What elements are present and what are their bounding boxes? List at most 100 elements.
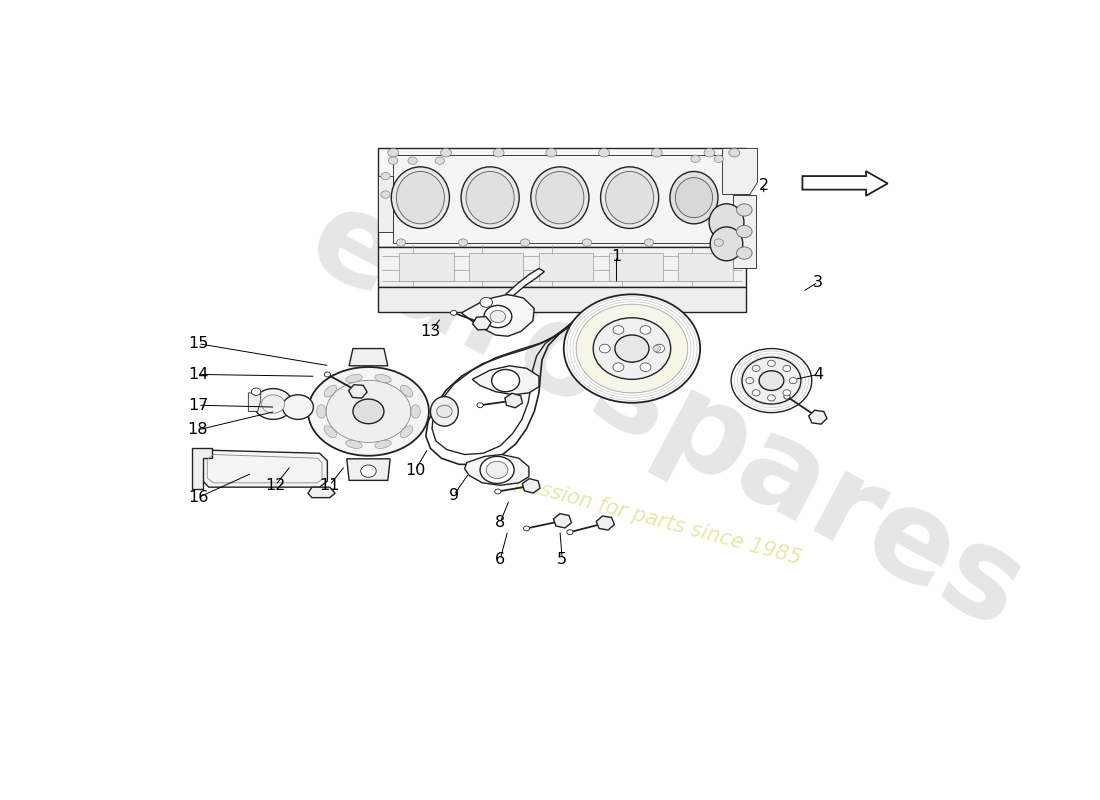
Circle shape [436, 157, 444, 164]
FancyBboxPatch shape [399, 253, 453, 281]
Circle shape [790, 378, 798, 384]
Ellipse shape [531, 167, 588, 229]
Circle shape [262, 394, 285, 414]
Text: 8: 8 [495, 514, 505, 530]
Circle shape [492, 370, 519, 392]
Polygon shape [377, 148, 746, 247]
Ellipse shape [308, 367, 429, 456]
Ellipse shape [392, 167, 450, 229]
Circle shape [759, 370, 784, 390]
Circle shape [283, 394, 313, 419]
Circle shape [613, 326, 624, 334]
Polygon shape [553, 514, 572, 528]
Text: 1: 1 [612, 249, 621, 264]
Ellipse shape [461, 167, 519, 229]
Ellipse shape [345, 440, 362, 448]
Circle shape [437, 406, 452, 418]
Circle shape [600, 344, 610, 353]
Text: 10: 10 [405, 463, 425, 478]
Polygon shape [472, 366, 539, 394]
Circle shape [598, 148, 609, 157]
Circle shape [546, 148, 557, 157]
Text: 5: 5 [557, 552, 568, 566]
Circle shape [784, 394, 790, 399]
Circle shape [254, 389, 293, 419]
Circle shape [691, 155, 701, 162]
Polygon shape [349, 385, 367, 398]
Text: a passion for parts since 1985: a passion for parts since 1985 [494, 467, 804, 568]
Circle shape [480, 456, 514, 483]
Polygon shape [522, 478, 540, 493]
Circle shape [563, 294, 701, 402]
Ellipse shape [601, 167, 659, 229]
Polygon shape [506, 269, 544, 295]
Ellipse shape [606, 171, 653, 224]
Polygon shape [394, 154, 735, 242]
Ellipse shape [396, 171, 444, 224]
Circle shape [451, 310, 456, 315]
FancyBboxPatch shape [539, 253, 593, 281]
FancyBboxPatch shape [470, 253, 524, 281]
Polygon shape [808, 410, 827, 424]
Circle shape [768, 360, 776, 366]
Ellipse shape [466, 171, 514, 224]
Circle shape [615, 335, 649, 362]
Circle shape [388, 148, 398, 157]
Circle shape [645, 239, 653, 246]
Polygon shape [191, 448, 212, 489]
Circle shape [653, 346, 661, 352]
Circle shape [353, 399, 384, 424]
Circle shape [459, 239, 468, 246]
Circle shape [613, 363, 624, 371]
Circle shape [381, 191, 390, 198]
Circle shape [477, 402, 483, 408]
Polygon shape [377, 287, 746, 311]
Polygon shape [308, 487, 336, 498]
Ellipse shape [711, 227, 742, 261]
Polygon shape [802, 171, 888, 196]
Polygon shape [462, 294, 535, 336]
Circle shape [593, 318, 671, 379]
Ellipse shape [375, 440, 392, 448]
Text: 14: 14 [188, 367, 208, 382]
Circle shape [640, 363, 651, 371]
Circle shape [408, 157, 417, 164]
Ellipse shape [324, 426, 337, 438]
Polygon shape [249, 393, 261, 411]
Polygon shape [723, 148, 758, 194]
Ellipse shape [324, 385, 337, 397]
FancyBboxPatch shape [608, 253, 663, 281]
Text: 15: 15 [188, 336, 208, 351]
Circle shape [783, 390, 791, 396]
Ellipse shape [326, 380, 410, 442]
Circle shape [252, 388, 261, 395]
Polygon shape [505, 394, 522, 408]
FancyBboxPatch shape [679, 253, 733, 281]
Circle shape [324, 372, 330, 377]
Text: 2: 2 [759, 178, 769, 193]
Polygon shape [346, 459, 390, 480]
Polygon shape [201, 450, 328, 487]
Circle shape [495, 489, 500, 494]
Circle shape [653, 344, 664, 353]
Polygon shape [464, 454, 529, 486]
Text: 17: 17 [188, 398, 208, 413]
Circle shape [640, 326, 651, 334]
Circle shape [651, 148, 662, 157]
Ellipse shape [400, 385, 412, 397]
Polygon shape [377, 176, 394, 231]
Circle shape [752, 390, 760, 396]
Circle shape [566, 530, 573, 534]
Text: 6: 6 [495, 552, 505, 566]
Text: 18: 18 [188, 422, 208, 438]
Circle shape [737, 247, 752, 259]
Circle shape [704, 148, 715, 157]
Circle shape [742, 357, 801, 404]
Ellipse shape [411, 405, 420, 418]
Circle shape [480, 298, 493, 307]
Polygon shape [377, 247, 746, 287]
Text: 11: 11 [319, 478, 340, 493]
Polygon shape [473, 317, 491, 330]
Circle shape [524, 526, 530, 531]
Circle shape [752, 366, 760, 371]
